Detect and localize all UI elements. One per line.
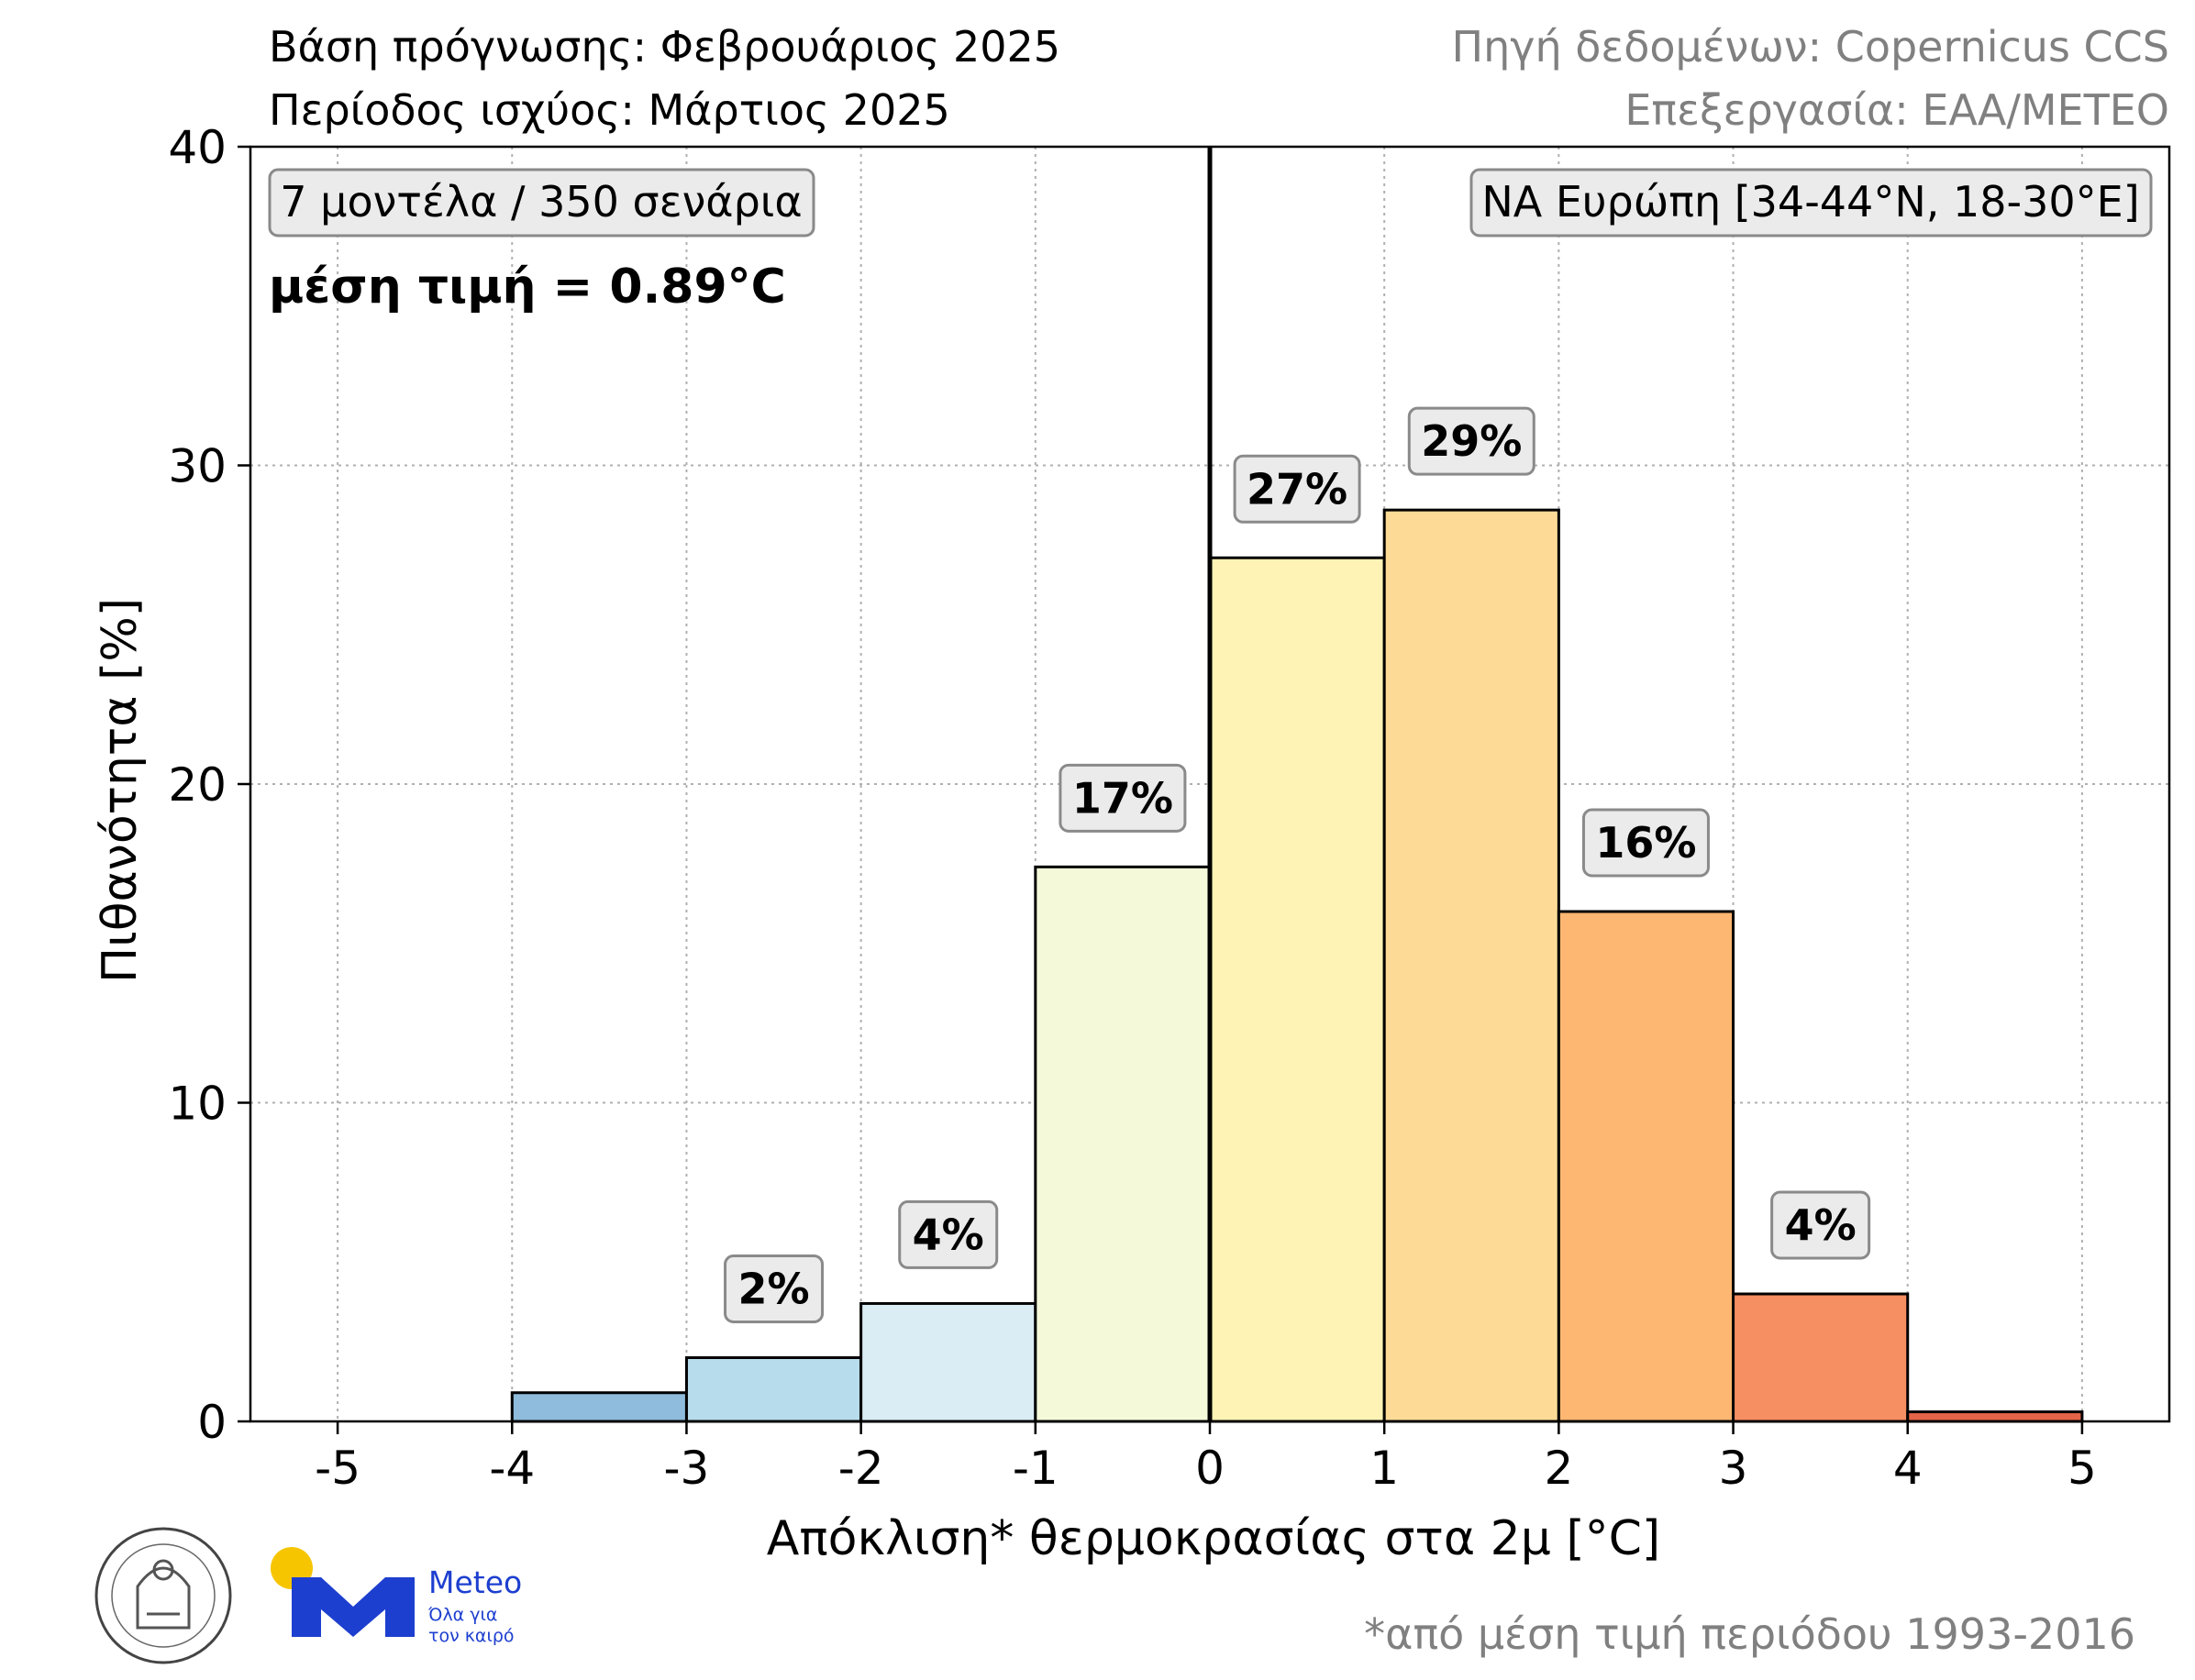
x-tick-label: -1 — [1013, 1442, 1059, 1495]
bar-label-box — [1581, 808, 1710, 878]
x-tick-label: 3 — [1719, 1442, 1748, 1495]
histogram-bar — [684, 1356, 863, 1423]
bars-group — [510, 508, 2084, 1423]
bar-labels-group: 2% 4% 17% 27% 29% 16% 4% — [724, 406, 1871, 1323]
meteo-logo: Meteo Όλα για τον καιρό — [271, 1547, 522, 1646]
histogram-bar — [1906, 1410, 2084, 1423]
x-tick-label: -2 — [838, 1442, 884, 1495]
bar-label-box — [898, 1199, 999, 1269]
bar-label-box — [1770, 1190, 1871, 1260]
meteo-brand-text: Meteo — [428, 1564, 522, 1600]
bar-value-label: 4% — [1785, 1200, 1857, 1250]
x-tick-label: -4 — [489, 1442, 535, 1495]
histogram-bar — [1034, 865, 1212, 1423]
bar-label-box — [1407, 406, 1535, 476]
x-tick-label: 4 — [1893, 1442, 1923, 1495]
y-tick-label: 30 — [168, 440, 227, 493]
histogram-bar — [1382, 508, 1560, 1423]
ensemble-text: 7 μοντέλα / 350 σενάρια — [280, 177, 802, 227]
y-tick-label: 40 — [168, 121, 227, 174]
bar-label-box — [1233, 454, 1361, 524]
histogram-bar — [510, 1391, 688, 1423]
x-tick-label: 1 — [1369, 1442, 1399, 1495]
footnote-text: *από μέση τιμή περιόδου 1993-2016 — [1364, 1609, 2135, 1659]
forecast-base-text: Βάση πρόγνωσης: Φεβρουάριος 2025 — [269, 22, 1060, 72]
processing-text: Επεξεργασία: ΕΑΑ/ΜΕΤΕΟ — [1624, 85, 2169, 135]
histogram-bar — [1732, 1292, 1910, 1423]
bar-value-label: 29% — [1421, 416, 1522, 466]
meteo-slogan-line2: τον καιρό — [428, 1626, 515, 1646]
x-tick-label: 2 — [1544, 1442, 1573, 1495]
ensemble-box — [268, 168, 815, 238]
bar-label-box — [1059, 763, 1187, 833]
y-tick-label: 10 — [168, 1078, 227, 1131]
bar-value-label: 16% — [1595, 818, 1696, 868]
histogram-bar — [1557, 910, 1735, 1423]
meteo-slogan-line1: Όλα για — [427, 1605, 497, 1625]
valid-period-text: Περίοδος ισχύος: Μάρτιος 2025 — [269, 85, 950, 135]
bar-value-label: 4% — [913, 1210, 984, 1259]
bar-value-label: 27% — [1247, 464, 1347, 514]
bar-label-box — [724, 1254, 825, 1323]
bar-value-label: 2% — [737, 1265, 809, 1314]
histogram-bar — [1208, 556, 1386, 1423]
y-axis-label: Πιθανότητα [%] — [93, 598, 148, 983]
x-tick-label: -5 — [315, 1442, 360, 1495]
noa-seal-logo — [94, 1527, 232, 1664]
mean-value-text: μέση τιμή = 0.89°C — [269, 260, 786, 315]
histogram-bar — [859, 1301, 1037, 1423]
bar-value-label: 17% — [1072, 773, 1173, 823]
y-tick-label: 0 — [197, 1396, 227, 1449]
x-tick-label: -3 — [664, 1442, 710, 1495]
region-box — [1469, 168, 2153, 238]
region-text: ΝΑ Ευρώπη [34-44°N, 18-30°E] — [1481, 177, 2139, 227]
axis-ticks: -5 -4 -3 -2 -1 0 1 2 3 4 5 0 10 20 30 40 — [168, 121, 2096, 1495]
x-tick-label: 0 — [1195, 1442, 1225, 1495]
data-source-text: Πηγή δεδομένων: Copernicus CCS — [1452, 22, 2169, 72]
x-axis-label: Απόκλιση* θερμοκρασίας στα 2μ [°C] — [767, 1511, 1660, 1566]
x-tick-label: 5 — [2068, 1442, 2097, 1495]
y-tick-label: 20 — [168, 758, 227, 812]
